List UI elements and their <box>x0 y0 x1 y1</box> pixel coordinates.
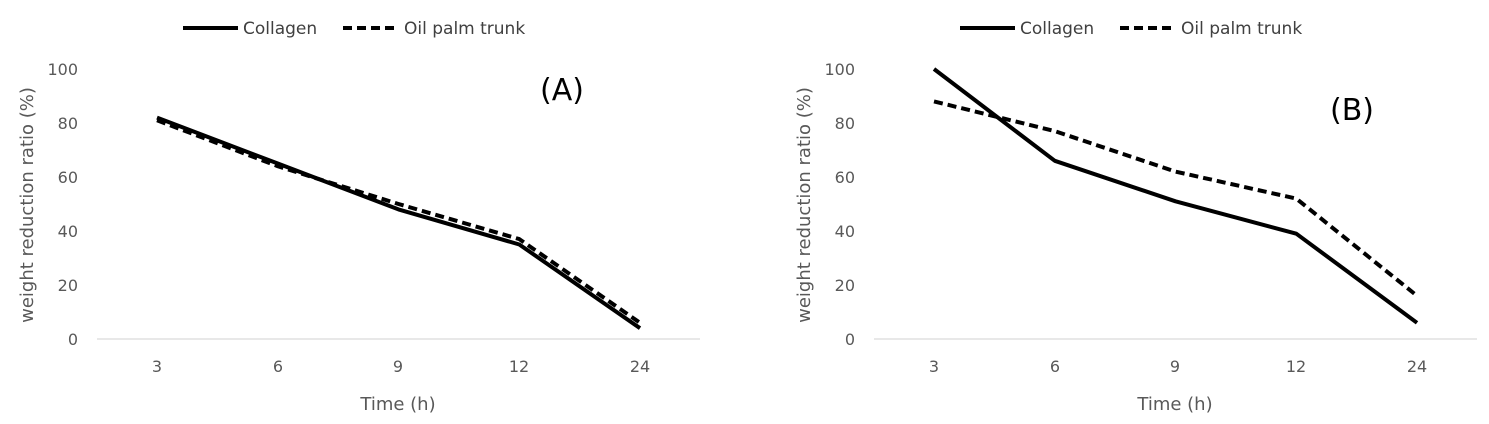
y-tick-label: 0 <box>68 330 78 349</box>
x-tick-label: 12 <box>1286 357 1306 376</box>
series-line-oil-palm-trunk <box>933 99 1419 298</box>
y-tick-labels: 0 20 40 60 80 100 <box>824 60 855 349</box>
x-axis-title: Time (h) <box>1136 394 1212 415</box>
legend-label-collagen: Collagen <box>1020 19 1094 39</box>
x-tick-labels: 3 6 9 12 24 <box>929 357 1427 376</box>
series-line-collagen <box>156 115 642 330</box>
x-axis-title: Time (h) <box>359 394 435 415</box>
y-tick-label: 40 <box>58 222 78 241</box>
legend: Collagen Oil palm trunk <box>183 19 525 39</box>
legend-label-oil-palm-trunk: Oil palm trunk <box>1181 19 1302 39</box>
x-tick-label: 9 <box>393 357 403 376</box>
chart-panel-b: Collagen Oil palm trunk 0 20 40 60 80 10… <box>794 19 1477 415</box>
x-tick-label: 6 <box>273 357 283 376</box>
series-lines <box>156 115 642 330</box>
x-tick-label: 9 <box>1170 357 1180 376</box>
y-tick-label: 20 <box>835 276 855 295</box>
series-line-collagen <box>932 67 1419 325</box>
legend-label-collagen: Collagen <box>243 19 317 39</box>
series-line-oil-palm-trunk <box>156 118 642 325</box>
y-tick-labels: 0 20 40 60 80 100 <box>47 60 78 349</box>
x-tick-label: 6 <box>1050 357 1060 376</box>
y-tick-label: 40 <box>835 222 855 241</box>
chart-panel-a: Collagen Oil palm trunk 0 20 40 60 80 10… <box>17 19 700 415</box>
y-tick-label: 60 <box>58 168 78 187</box>
x-tick-label: 24 <box>1407 357 1427 376</box>
legend-label-oil-palm-trunk: Oil palm trunk <box>404 19 525 39</box>
x-tick-label: 3 <box>929 357 939 376</box>
y-tick-label: 20 <box>58 276 78 295</box>
y-tick-label: 60 <box>835 168 855 187</box>
x-tick-labels: 3 6 9 12 24 <box>152 357 650 376</box>
y-axis-title: weight reduction ratio (%) <box>794 87 815 323</box>
y-tick-label: 80 <box>58 114 78 133</box>
y-axis-title: weight reduction ratio (%) <box>17 87 38 323</box>
y-tick-label: 100 <box>47 60 78 79</box>
x-tick-label: 12 <box>509 357 529 376</box>
x-tick-label: 3 <box>152 357 162 376</box>
x-tick-label: 24 <box>630 357 650 376</box>
panel-label: (A) <box>540 73 584 108</box>
panel-label: (B) <box>1330 93 1374 128</box>
series-lines <box>932 67 1419 325</box>
y-tick-label: 100 <box>824 60 855 79</box>
y-tick-label: 80 <box>835 114 855 133</box>
y-tick-label: 0 <box>845 330 855 349</box>
legend: Collagen Oil palm trunk <box>960 19 1302 39</box>
